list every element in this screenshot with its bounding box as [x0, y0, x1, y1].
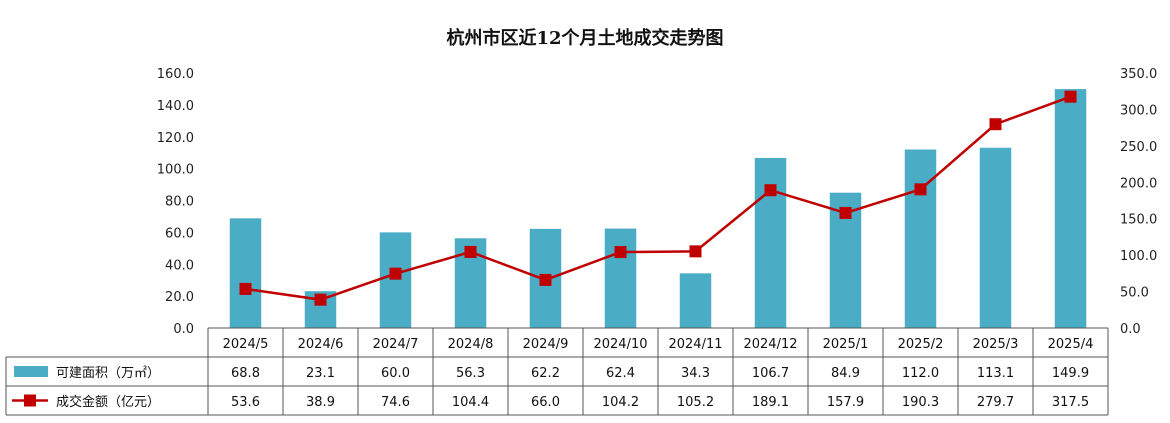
right-axis-tick-label: 100.0: [1120, 249, 1157, 264]
right-axis-tick-label: 150.0: [1120, 213, 1157, 228]
data-label-area: 62.2: [531, 366, 560, 381]
bar: [904, 149, 937, 328]
bar: [979, 147, 1012, 328]
data-label-amount: 104.4: [452, 395, 489, 410]
bar: [679, 273, 712, 328]
line-marker: [914, 183, 927, 196]
category-label: 2024/7: [373, 337, 419, 352]
data-label-area: 34.3: [681, 366, 710, 381]
right-axis-tick-label: 350.0: [1120, 67, 1157, 82]
line-marker: [1064, 90, 1077, 103]
data-label-amount: 279.7: [977, 395, 1014, 410]
data-label-area: 84.9: [831, 366, 860, 381]
category-label: 2024/6: [298, 337, 344, 352]
right-axis-tick-label: 250.0: [1120, 140, 1157, 155]
data-label-amount: 53.6: [231, 395, 260, 410]
bar: [604, 228, 637, 328]
data-label-area: 113.1: [977, 366, 1014, 381]
left-axis-tick-label: 140.0: [157, 99, 194, 114]
data-label-amount: 317.5: [1052, 395, 1089, 410]
right-axis-tick-label: 0.0: [1120, 322, 1141, 337]
data-label-amount: 74.6: [381, 395, 410, 410]
line-series: [239, 90, 1077, 306]
data-label-amount: 189.1: [752, 395, 789, 410]
left-axis-tick-label: 120.0: [157, 131, 194, 146]
category-label: 2025/4: [1048, 337, 1094, 352]
category-label: 2025/2: [898, 337, 944, 352]
line-marker: [614, 246, 627, 259]
data-label-area: 56.3: [456, 366, 485, 381]
line-marker: [839, 206, 852, 219]
right-axis-tick-label: 300.0: [1120, 103, 1157, 118]
line-marker: [989, 118, 1002, 131]
right-axis-tick-label: 50.0: [1120, 286, 1149, 301]
legend-label-line: 成交金额（亿元）: [56, 394, 160, 410]
left-axis-tick-label: 100.0: [157, 163, 194, 178]
category-label: 2025/3: [973, 337, 1019, 352]
data-label-area: 112.0: [902, 366, 939, 381]
data-label-amount: 105.2: [677, 395, 714, 410]
left-axis-tick-label: 20.0: [165, 290, 194, 305]
bar: [379, 232, 412, 328]
line-marker: [389, 267, 402, 280]
chart-title: 杭州市区近12个月土地成交走势图: [446, 27, 723, 49]
left-axis-tick-label: 0.0: [173, 322, 194, 337]
category-label: 2025/1: [823, 337, 869, 352]
data-label-amount: 104.2: [602, 395, 639, 410]
left-axis-tick-label: 160.0: [157, 67, 194, 82]
left-axis: 0.0 20.0 40.0 60.0 80.0 100.0 120.0 140.0 160.0: [157, 67, 194, 337]
legend-square-marker: [24, 394, 36, 407]
data-label-area: 62.4: [606, 366, 635, 381]
category-label: 2024/12: [743, 337, 797, 352]
data-label-area: 68.8: [231, 366, 260, 381]
data-label-area: 60.0: [381, 366, 410, 381]
bar: [754, 157, 787, 328]
category-label: 2024/8: [448, 337, 494, 352]
data-label-area: 106.7: [752, 366, 789, 381]
line-marker: [764, 184, 777, 197]
data-label-amount: 157.9: [827, 395, 864, 410]
left-axis-tick-label: 40.0: [165, 258, 194, 273]
legend-swatch-bar: [14, 366, 48, 377]
data-label-amount: 190.3: [902, 395, 939, 410]
line-marker: [539, 273, 552, 286]
data-label-area: 149.9: [1052, 366, 1089, 381]
right-axis: 0.0 50.0 100.0 150.0 200.0 250.0 300.0 350.0: [1120, 67, 1157, 337]
bar: [229, 218, 262, 328]
line-marker: [689, 245, 702, 258]
bar-series: [229, 89, 1087, 328]
bar: [1054, 89, 1087, 328]
category-label: 2024/9: [523, 337, 569, 352]
category-label: 2024/10: [593, 337, 647, 352]
category-label: 2024/11: [668, 337, 722, 352]
right-axis-tick-label: 200.0: [1120, 176, 1157, 191]
data-table: 2024/5 2024/6 2024/7 2024/8 2024/9 2024/10 202…: [5, 327, 1109, 416]
data-label-amount: 38.9: [306, 395, 335, 410]
left-axis-tick-label: 60.0: [165, 226, 194, 241]
line-marker: [314, 293, 327, 306]
line-marker: [464, 245, 477, 258]
line-path: [245, 95, 1071, 301]
category-label: 2024/5: [223, 337, 269, 352]
left-axis-tick-label: 80.0: [165, 195, 194, 210]
data-label-amount: 66.0: [531, 395, 560, 410]
data-label-area: 23.1: [306, 366, 335, 381]
line-marker: [239, 282, 252, 295]
legend-label-bar: 可建面积（万㎡）: [56, 366, 160, 381]
